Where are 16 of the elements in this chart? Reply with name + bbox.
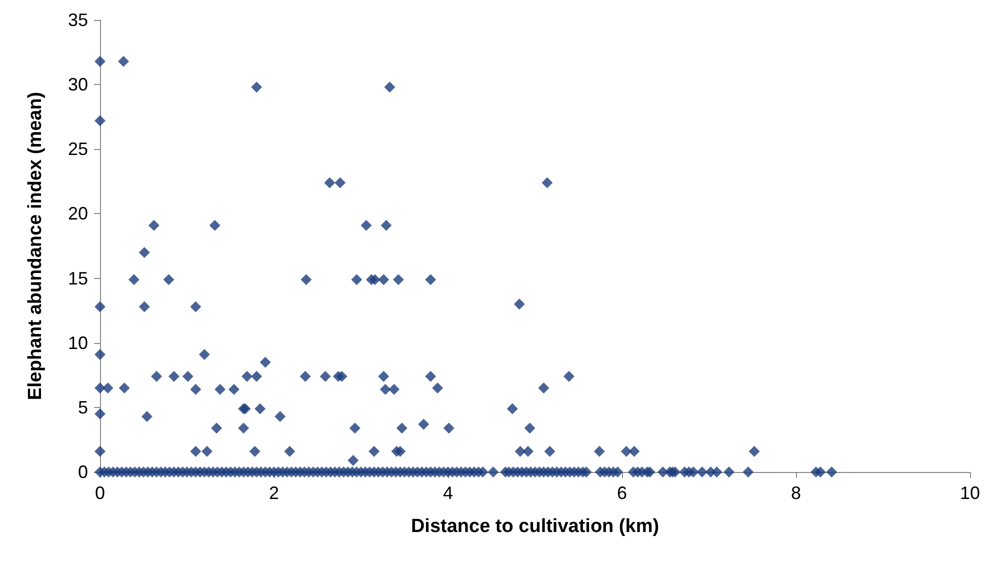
y-tick-label: 20 <box>68 204 88 224</box>
y-tick-label: 15 <box>68 268 88 288</box>
x-tick-label: 2 <box>268 483 280 503</box>
y-axis-title: Elephant abundance index (mean) <box>25 92 46 400</box>
x-tick-label: 4 <box>442 483 454 503</box>
x-tick-label: 8 <box>790 483 802 503</box>
x-axis-title: Distance to cultivation (km) <box>410 516 660 537</box>
y-tick-label: 5 <box>78 397 88 418</box>
y-tick-label: 35 <box>68 10 88 30</box>
y-tick-label: 30 <box>68 74 88 95</box>
y-tick-label: 25 <box>68 139 88 160</box>
x-tick-label: 6 <box>616 483 628 503</box>
x-tick-label: 0 <box>94 483 106 503</box>
y-tick-label: 0 <box>78 462 88 482</box>
x-tick-label: 10 <box>960 483 980 503</box>
y-tick-label: 10 <box>68 332 88 353</box>
